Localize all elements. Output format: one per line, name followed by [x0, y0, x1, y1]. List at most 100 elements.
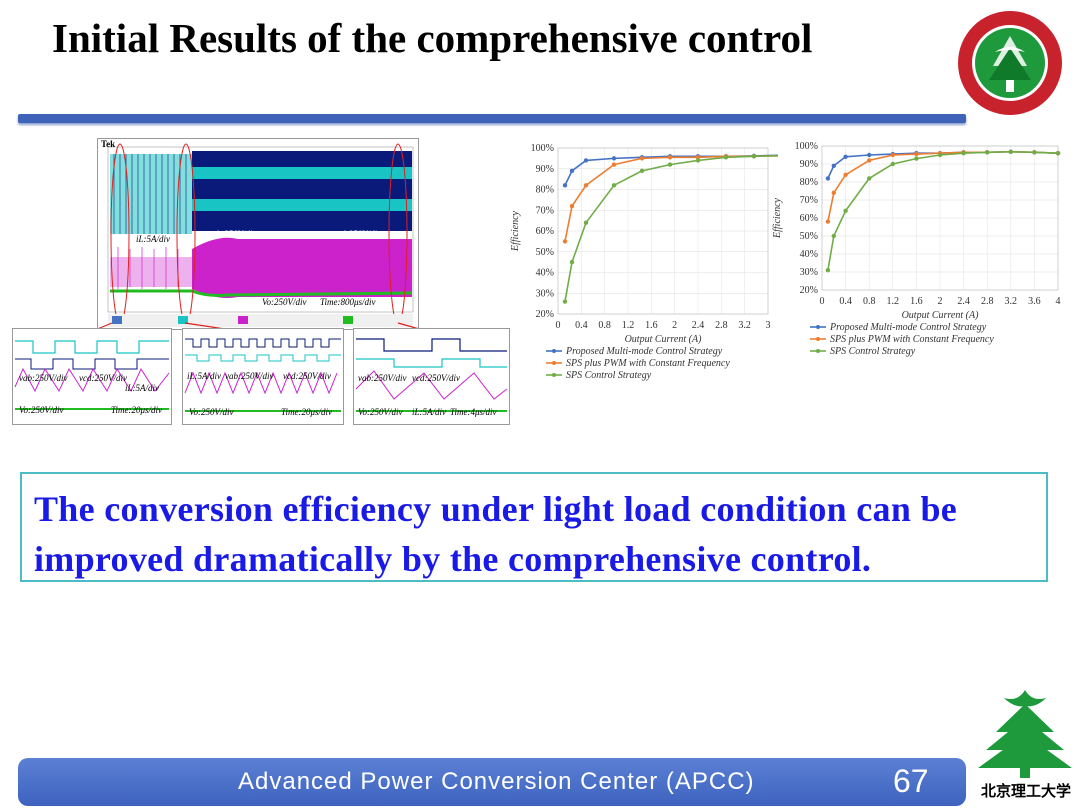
- data-point: [611, 162, 617, 167]
- zoom2-vcd-label: vcd:250V/div: [283, 371, 331, 381]
- legend-marker: [552, 349, 556, 353]
- data-point: [825, 176, 831, 181]
- oscilloscope-zoom-2: iL:5A/div vab:250V/div vcd:250V/div Vo:2…: [182, 328, 344, 425]
- data-point: [985, 150, 990, 155]
- efficiency-chart-2: 20% 30% 40% 50% 60% 70% 80% 90% 100% 0 0.4 0.8 1.2 1.…: [772, 141, 1061, 357]
- oscilloscope-zoom-1: vab:250V/div vcd:250V/div iL:5A/div Vo:2…: [12, 328, 172, 425]
- zoom1-time-label: Time:20μs/div: [111, 405, 163, 415]
- data-point: [890, 152, 895, 158]
- osc-vab-label: vab:250V/div: [208, 229, 257, 239]
- x-axis-label: Output Current (A): [625, 334, 703, 345]
- conclusion-callout-box: The conversion efficiency under light lo…: [20, 472, 1048, 582]
- y-tick-label: 100%: [795, 141, 818, 152]
- data-point: [843, 208, 848, 213]
- x-tick-label: 1.2: [887, 296, 900, 307]
- x-tick-label: 1.6: [645, 320, 658, 331]
- y-tick-label: 90%: [800, 159, 818, 170]
- data-point: [583, 220, 589, 225]
- zoom2-time-label: Time:20μs/div: [281, 407, 333, 417]
- y-tick-label: 30%: [536, 288, 554, 299]
- osc-current-label: iL:5A/div: [136, 234, 170, 244]
- x-tick-label: 3.2: [738, 320, 751, 331]
- y-tick-label: 40%: [800, 249, 818, 260]
- series-line-3: [827, 150, 1059, 271]
- data-point: [1055, 151, 1061, 156]
- y-tick-label: 90%: [536, 164, 554, 175]
- plot-area-frame: [557, 147, 769, 315]
- legend-marker: [552, 361, 556, 365]
- pine-tree-logo-icon: [978, 690, 1072, 778]
- zoom2-il-label: iL:5A/div: [187, 371, 221, 381]
- footer-bar: [18, 758, 966, 806]
- data-point: [569, 203, 575, 209]
- x-tick-label: 0.4: [839, 296, 852, 307]
- y-tick-label: 100%: [531, 143, 554, 154]
- zoom1-il-label: iL:5A/div: [125, 383, 159, 393]
- data-point: [914, 151, 919, 157]
- zoom1-vab-label: vab:250V/div: [19, 373, 68, 383]
- efficiency-chart-1: 20% 30% 40% 50% 60% 70% 80% 90% 100% 0 0.4 0.8 1.2 1.…: [510, 143, 778, 381]
- legend-marker: [816, 349, 820, 353]
- series-line-1: [564, 154, 778, 186]
- data-point: [751, 154, 757, 159]
- y-tick-label: 30%: [800, 267, 818, 278]
- data-point: [961, 151, 966, 156]
- data-point: [562, 239, 568, 244]
- zoom1-vcd-label: vcd:250V/div: [79, 373, 127, 383]
- x-tick-label: 3.6: [1028, 296, 1041, 307]
- legend-entry: SPS Control Strategy: [830, 346, 916, 357]
- legend-entry: SPS plus PWM with Constant Frequency: [830, 334, 994, 345]
- data-point: [639, 168, 645, 174]
- data-point: [831, 163, 836, 168]
- x-tick-label: 0: [556, 320, 561, 331]
- x-tick-label: 3: [766, 320, 771, 331]
- data-point: [1008, 149, 1013, 154]
- data-point: [843, 154, 848, 159]
- oscilloscope-main-capture: Tek iL:5A/div vab:250V/div vcd:250V/div …: [97, 138, 419, 330]
- slide-title: Initial Results of the comprehensive con…: [52, 15, 813, 61]
- zoom3-vo-label: Vo:250V/div: [358, 407, 403, 417]
- zoom1-vo-label: Vo:250V/div: [19, 405, 64, 415]
- y-tick-label: 20%: [800, 285, 818, 296]
- footer-center-name: Advanced Power Conversion Center (APCC): [238, 768, 755, 795]
- data-point: [695, 155, 701, 160]
- university-emblem-logo: [958, 11, 1062, 115]
- x-tick-label: 2.8: [715, 320, 728, 331]
- data-point: [667, 155, 673, 160]
- data-point: [611, 156, 617, 161]
- y-tick-label: 80%: [536, 185, 554, 196]
- data-point: [843, 172, 848, 177]
- series-line-3: [564, 154, 778, 302]
- y-axis-label: Efficiency: [510, 210, 521, 252]
- data-point: [569, 259, 575, 265]
- y-tick-label: 70%: [536, 205, 554, 216]
- page-number: 67: [893, 763, 929, 799]
- y-tick-label: 40%: [536, 268, 554, 279]
- legend-entry: SPS plus PWM with Constant Frequency: [566, 358, 730, 369]
- zoom3-vcd-label: vcd:250V/div: [412, 373, 460, 383]
- x-tick-label: 4: [1056, 296, 1061, 307]
- university-name-chinese: 北京理工大学: [980, 782, 1071, 800]
- x-tick-label: 2.4: [692, 320, 705, 331]
- data-point: [562, 183, 568, 188]
- y-tick-label: 60%: [800, 213, 818, 224]
- y-tick-label: 50%: [536, 247, 554, 258]
- data-point: [583, 158, 589, 163]
- data-point: [867, 176, 872, 181]
- x-tick-label: 3.2: [1005, 296, 1018, 307]
- legend-entry: Proposed Multi-mode Control Strategy: [565, 346, 723, 357]
- oscilloscope-main-waveforms: [107, 143, 414, 327]
- zoom3-vab-label: vab:250V/div: [358, 373, 407, 383]
- x-axis-label: Output Current (A): [902, 310, 980, 321]
- data-point: [695, 158, 701, 163]
- data-point: [831, 233, 836, 239]
- plot-area-frame: [821, 145, 1059, 291]
- data-point: [867, 152, 872, 158]
- oscilloscope-zoom-3: vab:250V/div vcd:250V/div Vo:250V/div iL…: [353, 328, 510, 425]
- data-point: [825, 268, 831, 273]
- osc-tek-label: Tek: [101, 139, 116, 149]
- conclusion-text: The conversion efficiency under light lo…: [34, 489, 958, 579]
- x-tick-label: 2.8: [981, 296, 994, 307]
- legend-marker: [816, 337, 820, 341]
- y-tick-label: 20%: [536, 309, 554, 320]
